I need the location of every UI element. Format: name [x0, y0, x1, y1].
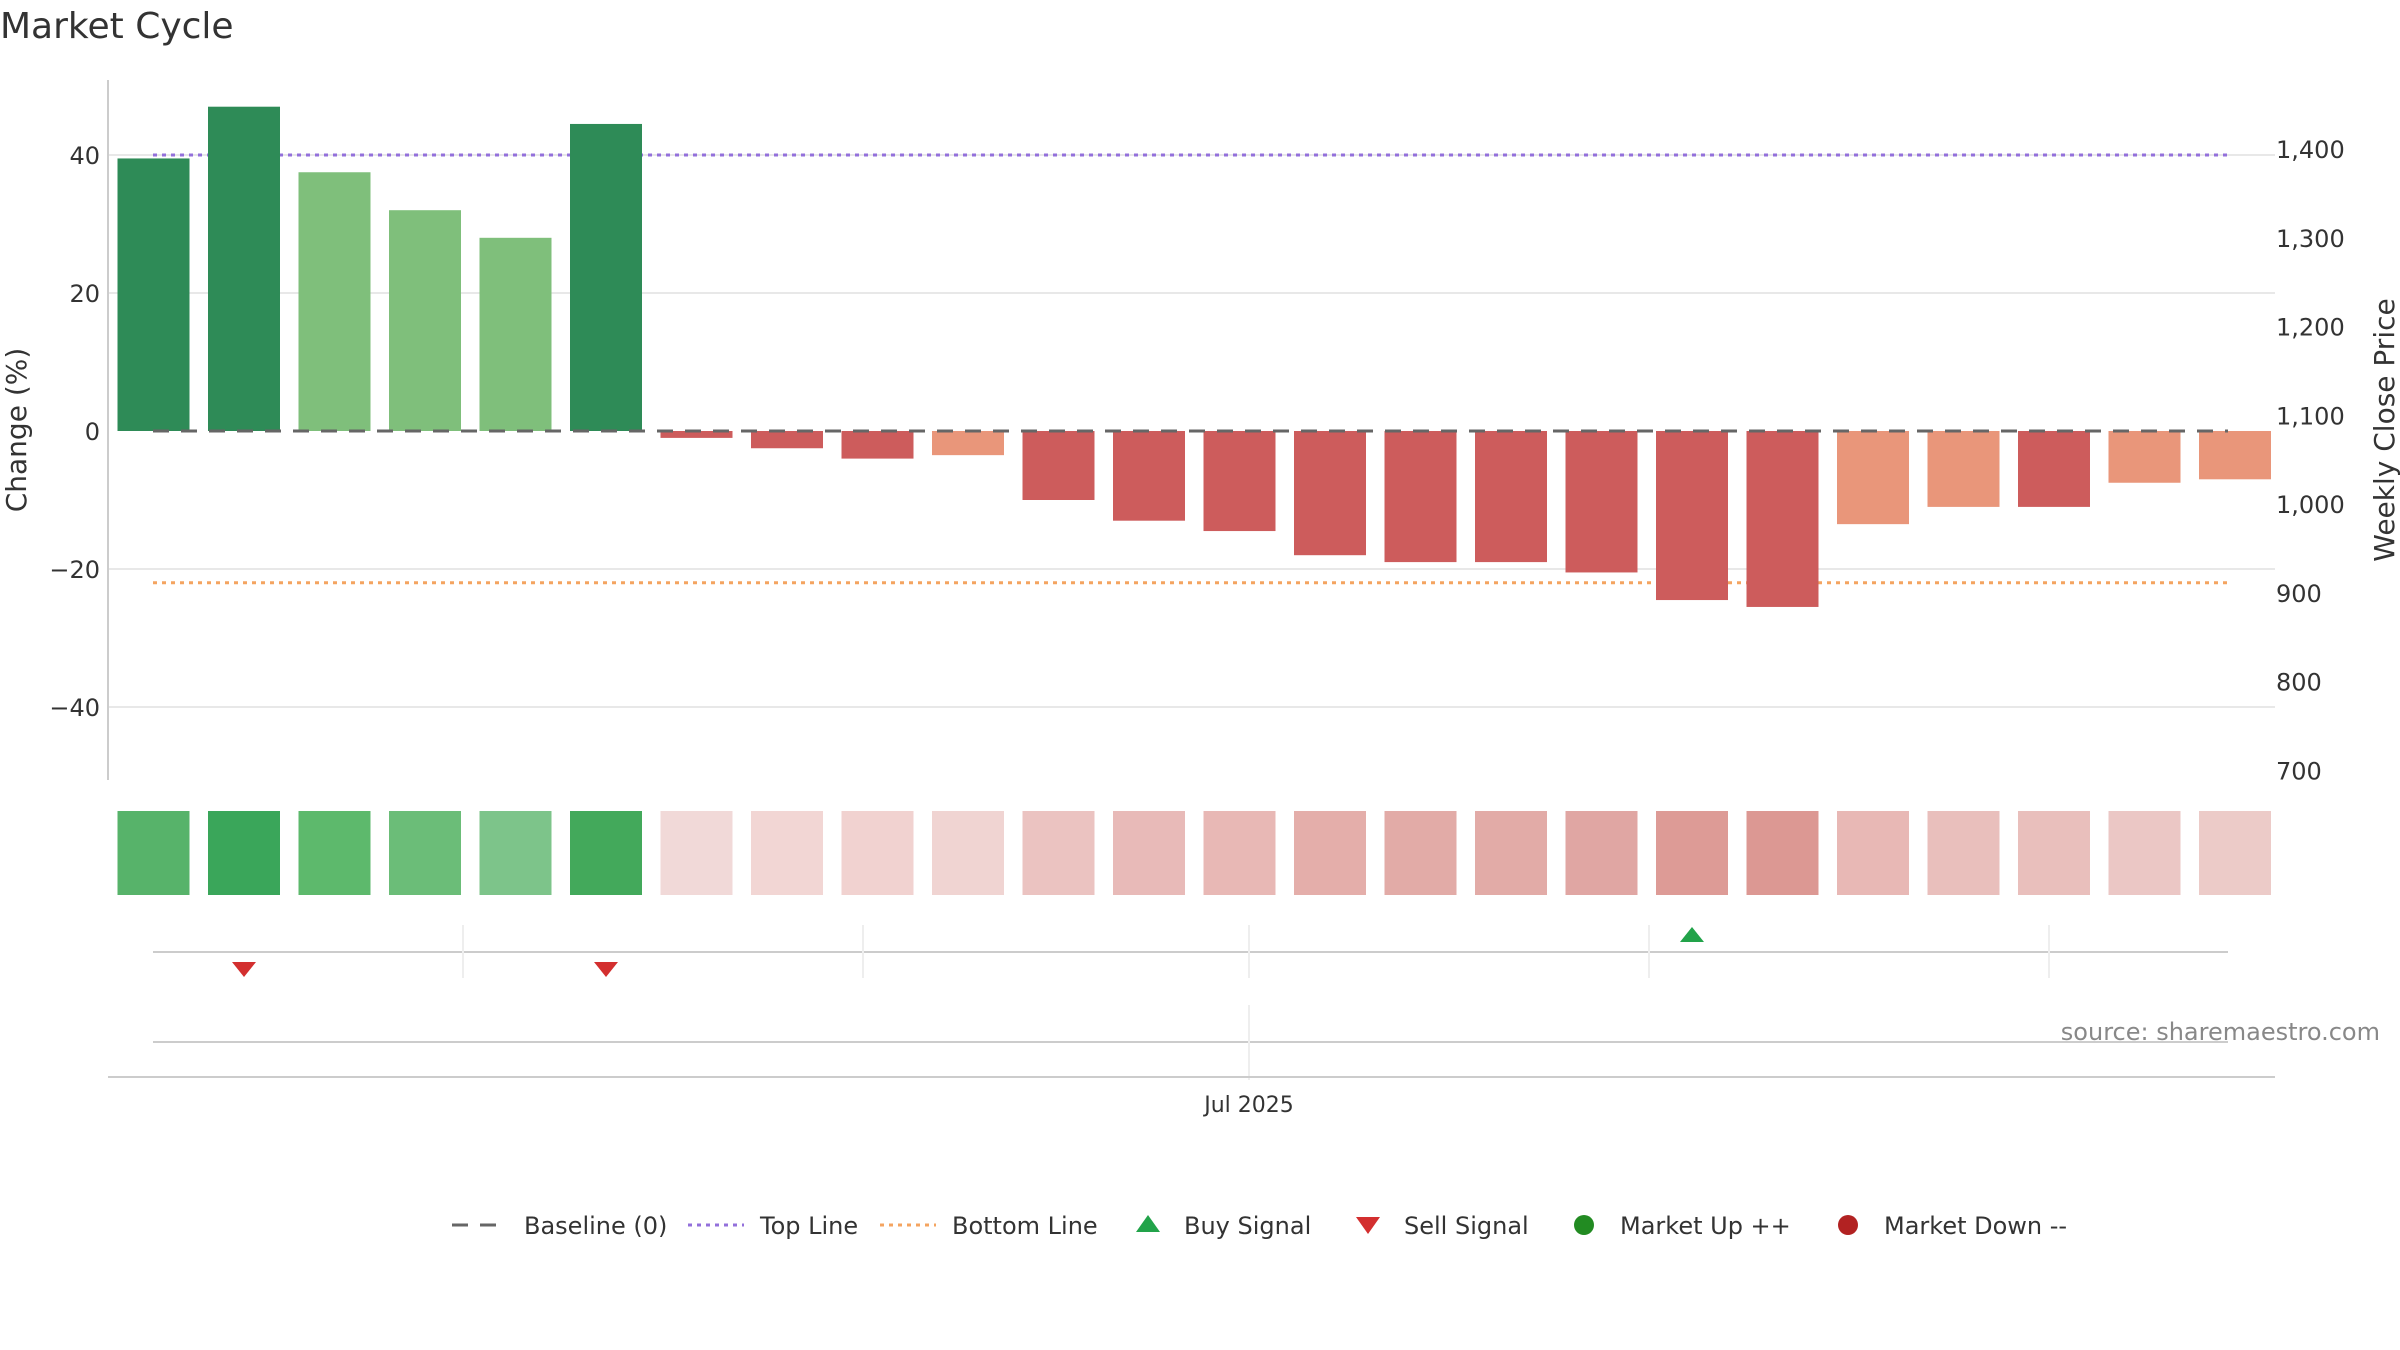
y-left-tick-label: 40	[69, 142, 100, 170]
strip-cell	[932, 811, 1004, 895]
change-bar	[1475, 431, 1547, 563]
strip-cell	[1746, 811, 1819, 895]
strip-cell	[751, 811, 823, 895]
y-right-tick-label: 1,000	[2276, 491, 2345, 519]
change-bar	[117, 158, 190, 431]
change-bar	[1294, 431, 1366, 556]
change-bar	[1022, 431, 1095, 500]
strip-cell	[841, 811, 914, 895]
change-bar	[208, 106, 280, 431]
change-bar	[479, 237, 552, 431]
legend-label: Market Up ++	[1620, 1212, 1791, 1240]
change-bar	[1927, 431, 2000, 507]
change-bar	[1746, 431, 1819, 607]
strip-cell	[208, 811, 280, 895]
heat-strip	[117, 811, 2271, 895]
legend-label: Baseline (0)	[524, 1212, 667, 1240]
y-left-tick-label: 0	[85, 418, 100, 446]
y-axis-left-label: Change (%)	[0, 348, 33, 513]
strip-cell	[117, 811, 190, 895]
y-right-tick-label: 1,100	[2276, 402, 2345, 430]
legend-label: Top Line	[759, 1212, 858, 1240]
legend-label: Sell Signal	[1404, 1212, 1529, 1240]
strip-cell	[1565, 811, 1638, 895]
change-bar	[1384, 431, 1457, 563]
change-bar	[2018, 431, 2090, 507]
y-axis-right-label: Weekly Close Price	[2368, 298, 2400, 561]
strip-cell	[389, 811, 461, 895]
strip-cell	[570, 811, 642, 895]
legend-item-market_down: Market Down --	[1838, 1212, 2067, 1240]
strip-cell	[479, 811, 552, 895]
change-bar	[660, 431, 733, 438]
legend-label: Market Down --	[1884, 1212, 2067, 1240]
change-bar	[1837, 431, 1909, 525]
strip-cell	[1384, 811, 1457, 895]
strip-cell	[1927, 811, 2000, 895]
legend: Baseline (0) Top Line Bottom Line Buy Signa…	[452, 1212, 2067, 1240]
bars-group	[117, 106, 2271, 607]
legend-item-bottom_line: Bottom Line	[880, 1212, 1098, 1240]
change-bar	[1203, 431, 1276, 532]
legend-label: Bottom Line	[952, 1212, 1098, 1240]
chart-title: Market Cycle	[0, 6, 234, 47]
strip-cell	[1294, 811, 1366, 895]
strip-cell	[1837, 811, 1909, 895]
y-left-tick-label: 20	[69, 280, 100, 308]
strip-cell	[1475, 811, 1547, 895]
change-bar	[1113, 431, 1185, 521]
source-text: source: sharemaestro.com	[2061, 1018, 2380, 1046]
strip-cell	[2018, 811, 2090, 895]
legend-item-market_up: Market Up ++	[1574, 1212, 1791, 1240]
strip-cell	[1203, 811, 1276, 895]
legend-item-top_line: Top Line	[688, 1212, 858, 1240]
strip-cell	[1113, 811, 1185, 895]
change-bar	[841, 431, 914, 459]
bottom-panel	[108, 1005, 2275, 1080]
strip-cell	[2108, 811, 2181, 895]
y-right-tick-label: 900	[2276, 580, 2322, 608]
change-bar	[2199, 431, 2271, 480]
reference-lines	[153, 153, 2228, 585]
y-left-tick-label: −40	[49, 694, 100, 722]
change-bar	[1656, 431, 1728, 601]
change-bar	[570, 123, 642, 431]
change-bar	[932, 431, 1004, 456]
sell-signal-marker	[232, 962, 256, 977]
y-right-tick-label: 700	[2276, 757, 2322, 785]
legend-item-buy: Buy Signal	[1136, 1212, 1311, 1240]
strip-cell	[298, 811, 371, 895]
legend-swatch	[1136, 1215, 1160, 1232]
change-bar	[1565, 431, 1638, 573]
legend-swatch	[1838, 1215, 1858, 1235]
legend-swatch	[1574, 1215, 1594, 1235]
y-right-tick-label: 1,300	[2276, 225, 2345, 253]
y-right-tick-label: 800	[2276, 669, 2322, 697]
x-axis-date-label: Jul 2025	[1202, 1093, 1294, 1118]
strip-cell	[1656, 811, 1728, 895]
legend-label: Buy Signal	[1184, 1212, 1311, 1240]
sell-signal-marker	[594, 962, 618, 977]
legend-item-baseline: Baseline (0)	[452, 1212, 667, 1240]
change-bar	[389, 210, 461, 431]
y-right-tick-label: 1,200	[2276, 314, 2345, 342]
strip-cell	[1022, 811, 1095, 895]
legend-item-sell: Sell Signal	[1356, 1212, 1529, 1240]
change-bar	[298, 172, 371, 431]
y-right-tick-label: 1,400	[2276, 136, 2345, 164]
change-bar	[751, 431, 823, 449]
axes-group: 40 20 0 −20 −40 1,400 1,300 1,200 1,100 1,000 900 8…	[49, 80, 2345, 785]
y-left-tick-label: −20	[49, 556, 100, 584]
buy-signal-marker	[1680, 927, 1704, 942]
legend-swatch	[1356, 1217, 1380, 1234]
signals-panel	[153, 925, 2228, 978]
strip-cell	[2199, 811, 2271, 895]
strip-cell	[660, 811, 733, 895]
change-bar	[2108, 431, 2181, 483]
